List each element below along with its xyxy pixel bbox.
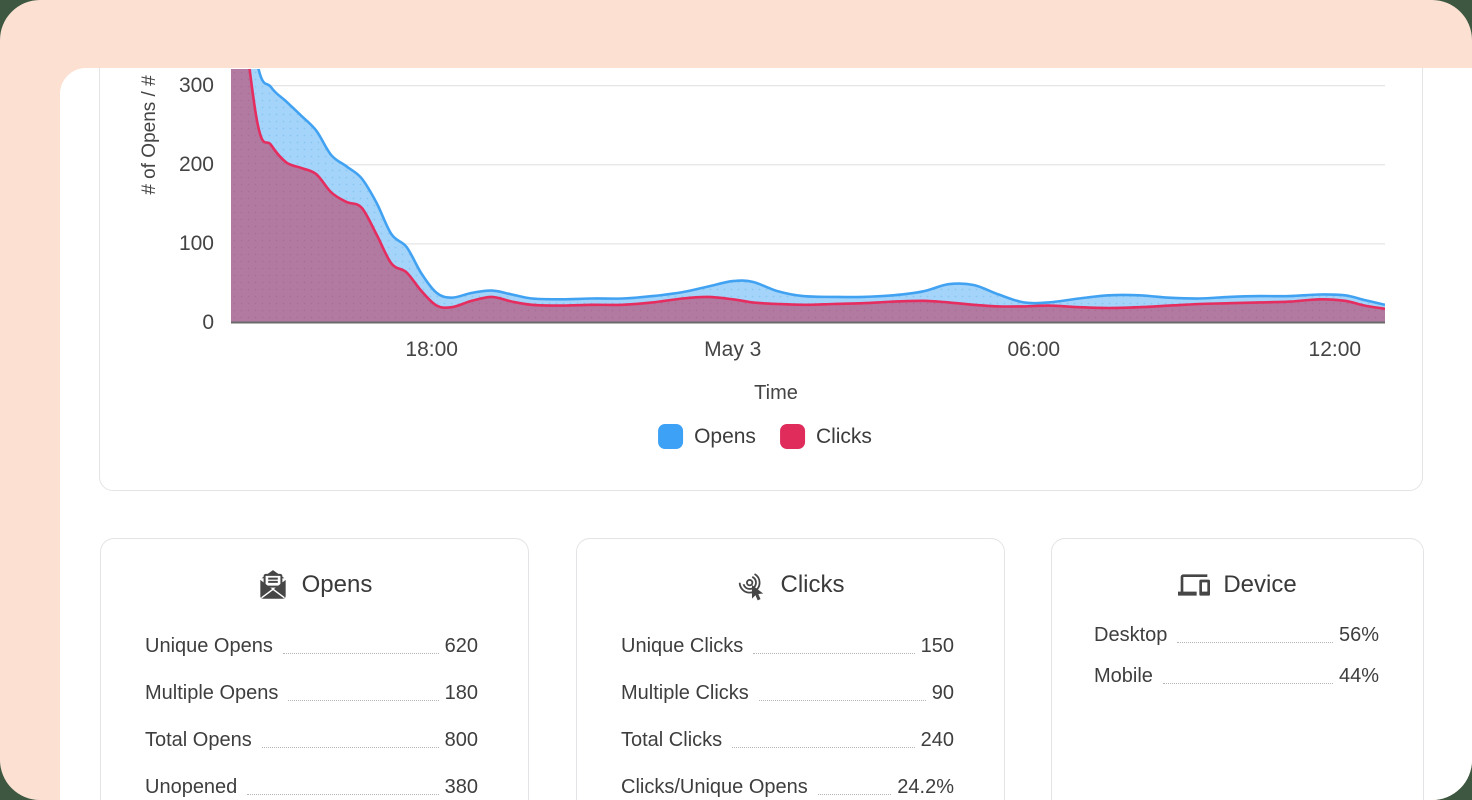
stat-value: 90 (931, 682, 954, 704)
x-tick-label: May 3 (704, 338, 762, 361)
card-title: Clicks (780, 571, 845, 598)
devices-icon (1178, 569, 1211, 601)
stat-value: 180 (444, 682, 478, 704)
stat-value: 44% (1338, 665, 1379, 687)
stat-row: Total Clicks 240 (621, 717, 954, 764)
stat-value: 240 (920, 729, 954, 751)
stat-row: Unique Opens 620 (145, 623, 478, 670)
clicks-swatch-icon (779, 424, 805, 449)
x-axis-title: Time (754, 382, 798, 404)
dotted-leader (1177, 641, 1333, 643)
legend-label: Opens (694, 424, 756, 448)
dotted-leader (1162, 682, 1333, 684)
stat-label: Unique Opens (145, 635, 273, 657)
stat-row: Desktop 56% (1094, 615, 1379, 656)
y-tick-label: 0 (202, 311, 214, 334)
stat-label: Unopened (145, 776, 238, 798)
opens-swatch-icon (658, 424, 684, 449)
dotted-leader (732, 746, 915, 748)
stat-value: 380 (444, 776, 478, 798)
card-title: Opens (301, 571, 373, 598)
legend-label: Clicks (815, 424, 872, 448)
stat-label: Desktop (1094, 624, 1168, 646)
stat-row: Total Opens 800 (145, 717, 478, 764)
open-envelope-icon (257, 569, 289, 601)
stat-value: 150 (920, 635, 954, 657)
legend-item-clicks[interactable]: Clicks (779, 424, 872, 449)
dotted-leader (247, 793, 439, 795)
chart-legend: Opens Clicks (658, 424, 872, 449)
card-header: Opens (101, 539, 528, 603)
dotted-leader (817, 793, 892, 795)
clicks-stats-card: Clicks Unique Clicks 150 Multiple Clicks 90… (576, 538, 1005, 800)
stat-label: Total Clicks (621, 729, 723, 751)
x-tick-label: 18:00 (405, 338, 458, 361)
stat-row: Unique Clicks 150 (621, 623, 954, 670)
x-tick-label: 12:00 (1308, 338, 1362, 361)
stat-rows: Desktop 56% Mobile 44% (1052, 603, 1423, 697)
stat-value: 800 (444, 729, 478, 751)
stat-label: Unique Clicks (621, 635, 744, 657)
stat-label: Multiple Clicks (621, 682, 749, 704)
stat-label: Clicks/Unique Opens (621, 776, 808, 798)
dotted-leader (753, 652, 915, 654)
stat-row: Unopened 380 (145, 764, 478, 800)
stat-label: Multiple Opens (145, 682, 279, 704)
content-sheet[interactable]: # of Opens / # 0 100 200 300 18:00 May 3 06:0… (60, 68, 1472, 800)
stat-label: Mobile (1094, 665, 1153, 687)
device-stats-card: Device Desktop 56% Mobile 44% (1051, 538, 1424, 800)
stat-row: Mobile 44% (1094, 656, 1379, 697)
dotted-leader (261, 746, 439, 748)
dotted-leader (282, 652, 439, 654)
stat-row: Clicks/Unique Opens 24.2% (621, 764, 954, 800)
card-title: Device (1223, 571, 1297, 598)
y-axis-ticks: 0 100 200 300 (100, 69, 214, 334)
stat-row: Multiple Clicks 90 (621, 670, 954, 717)
x-tick-label: 06:00 (1007, 338, 1061, 361)
card-header: Clicks (577, 539, 1004, 603)
stat-rows: Unique Clicks 150 Multiple Clicks 90 Total C… (577, 603, 1004, 800)
stat-value: 24.2% (897, 776, 954, 798)
card-header: Device (1052, 539, 1423, 603)
stat-rows: Unique Opens 620 Multiple Opens 180 Total Op… (101, 603, 528, 800)
legend-item-opens[interactable]: Opens (658, 424, 756, 449)
y-tick-label: 300 (178, 73, 214, 97)
dotted-leader (758, 699, 926, 701)
stat-label: Total Opens (145, 729, 252, 751)
x-axis-ticks: 18:00 May 3 06:00 12:00 (231, 338, 1385, 362)
y-tick-label: 100 (178, 231, 214, 255)
y-tick-label: 200 (178, 152, 214, 176)
cursor-click-icon (737, 570, 768, 601)
stat-row: Multiple Opens 180 (145, 670, 478, 717)
dotted-leader (288, 699, 439, 701)
opens-stats-card: Opens Unique Opens 620 Multiple Opens 180 To… (100, 538, 529, 800)
stat-value: 620 (444, 635, 478, 657)
chart-card: # of Opens / # 0 100 200 300 18:00 May 3 06:0… (99, 68, 1423, 491)
stat-value: 56% (1338, 624, 1379, 646)
opens-clicks-area-chart[interactable] (231, 69, 1385, 325)
